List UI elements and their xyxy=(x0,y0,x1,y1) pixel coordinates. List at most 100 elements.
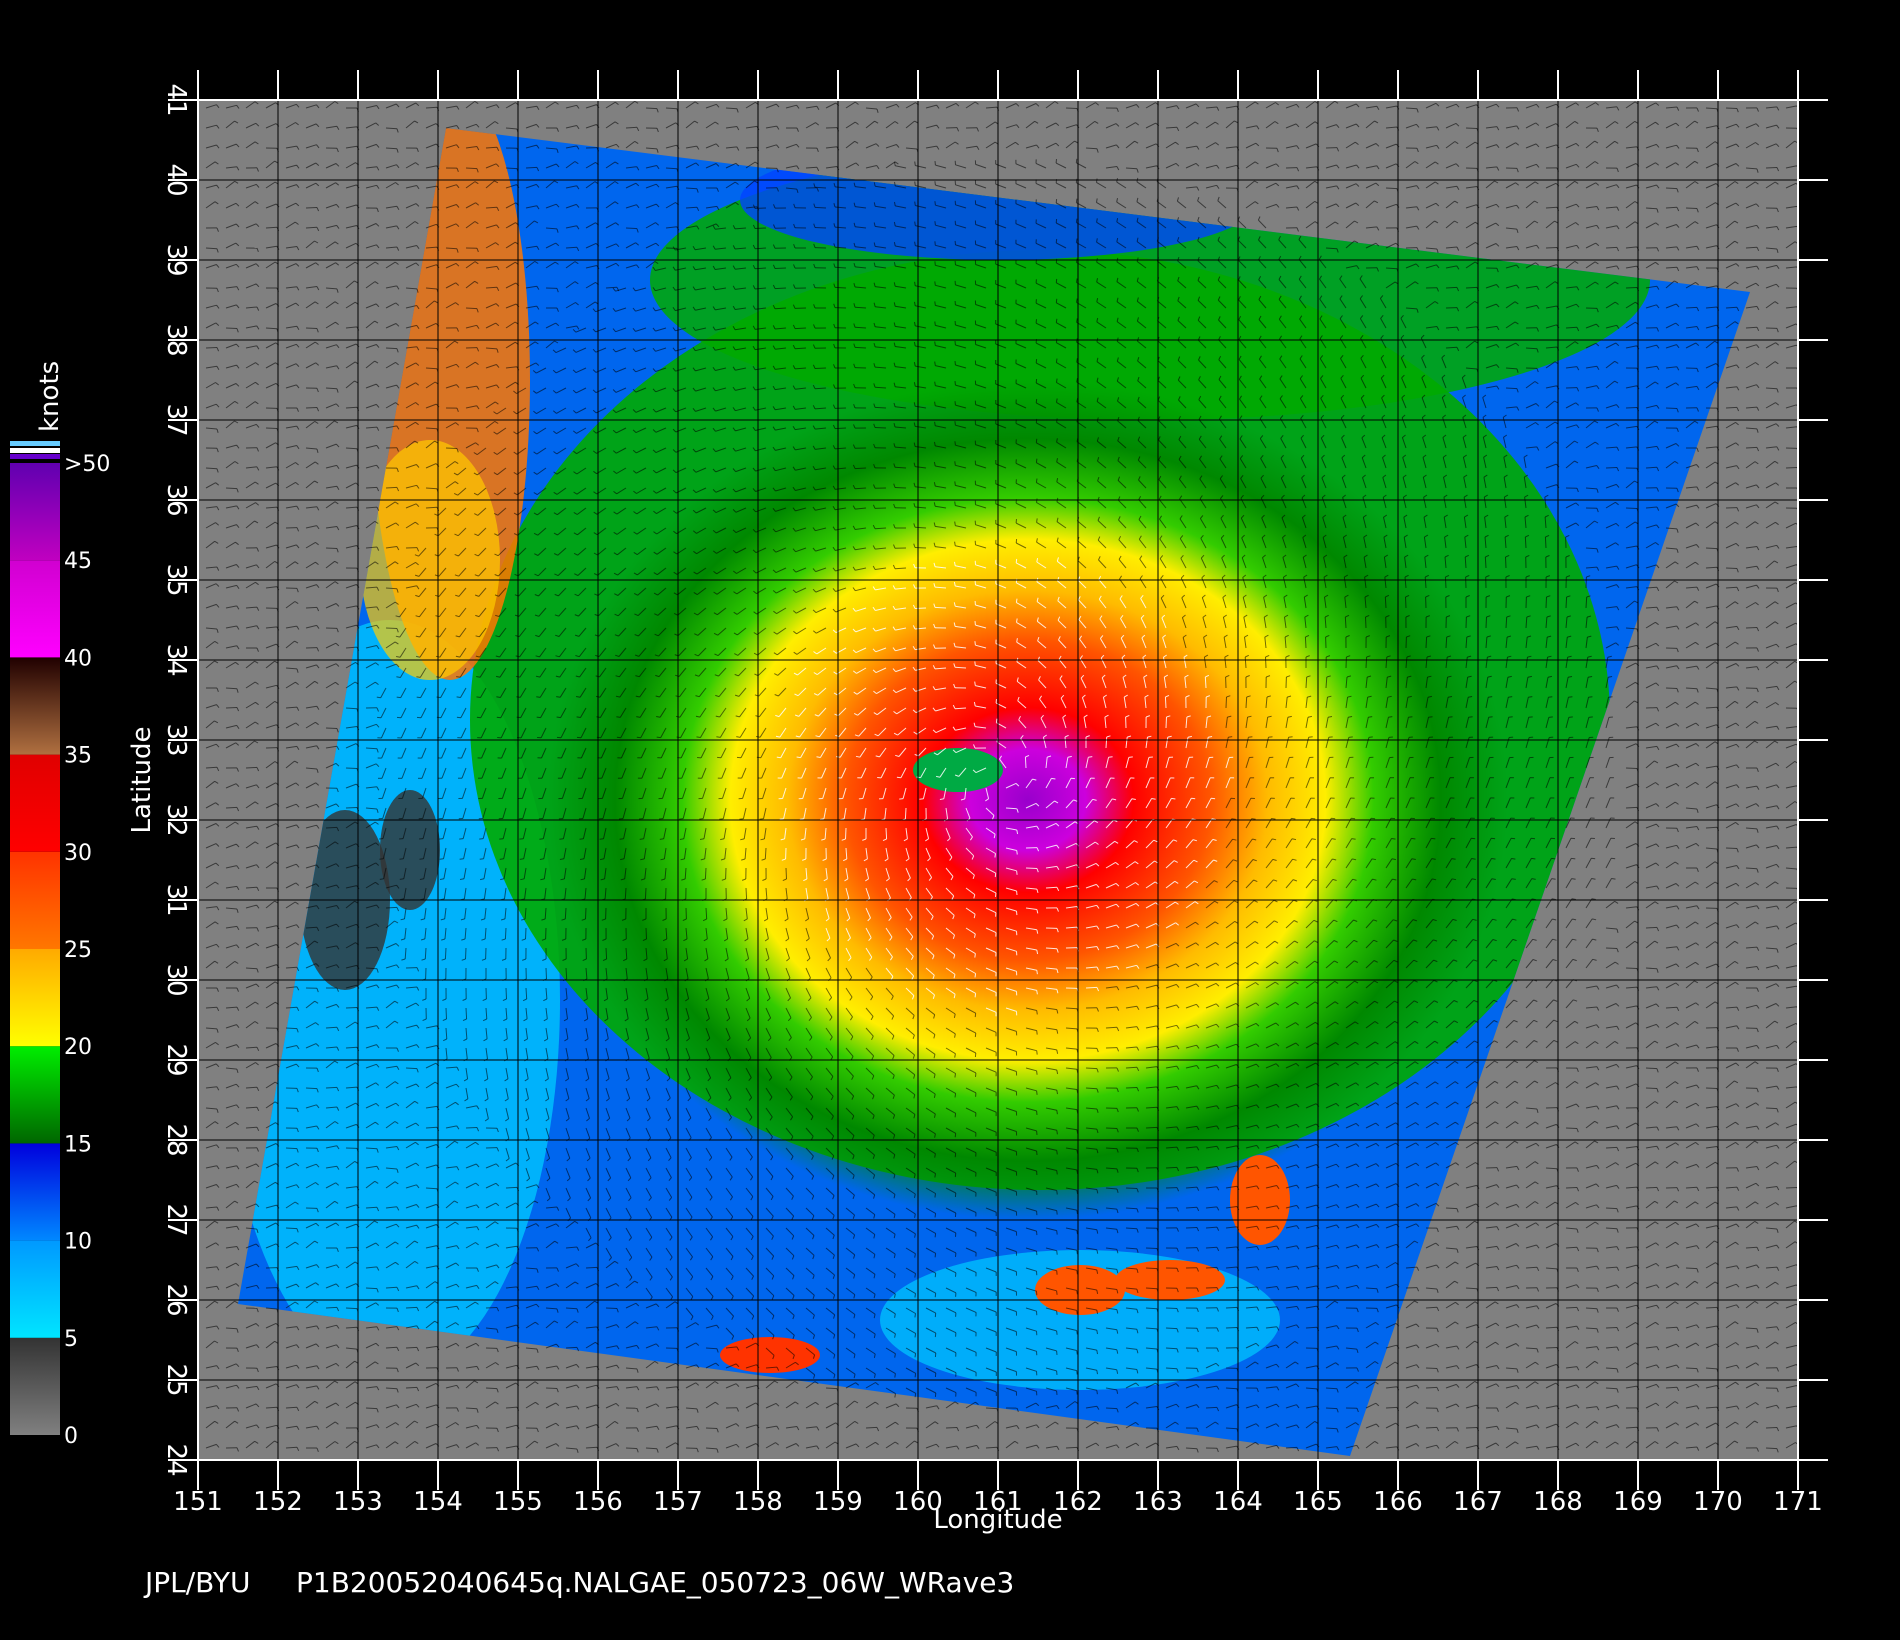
wind-barb-flag xyxy=(1384,554,1389,558)
wind-barb-flag xyxy=(215,482,220,486)
wind-barb-flag xyxy=(1339,315,1343,320)
wind-barb xyxy=(895,647,907,652)
wind-barb-flag xyxy=(416,485,420,489)
wind-barb-flag xyxy=(692,407,696,412)
wind-barb xyxy=(815,467,827,471)
wind-barb xyxy=(285,681,296,689)
wind-barb xyxy=(1525,122,1536,129)
wind-barb xyxy=(225,327,238,329)
wind-barb-flag xyxy=(1655,102,1660,106)
wind-barb-flag xyxy=(672,449,677,453)
wind-barb-flag xyxy=(592,369,597,373)
wind-barb-flag xyxy=(792,589,797,593)
wind-barb-flag xyxy=(1159,555,1164,559)
wind-barb-flag xyxy=(1676,366,1680,371)
wind-barb xyxy=(645,203,657,209)
wind-barb xyxy=(225,180,236,189)
wind-barb xyxy=(305,584,317,589)
wind-barb-flag xyxy=(1319,295,1323,300)
wind-barb xyxy=(419,667,427,678)
wind-barb xyxy=(437,507,447,516)
wind-barb xyxy=(205,264,217,269)
wind-barb-flag xyxy=(752,305,756,310)
wind-barb xyxy=(305,362,316,369)
wind-barb xyxy=(1425,144,1437,149)
wind-barb-flag xyxy=(235,263,240,268)
wind-barb xyxy=(1545,220,1555,229)
wind-barb-flag xyxy=(1241,534,1245,539)
wind-barb-flag xyxy=(553,512,558,516)
wind-barb-flag xyxy=(1496,284,1500,288)
wind-barb xyxy=(895,325,907,329)
wind-barb xyxy=(265,506,278,509)
wind-barb-flag xyxy=(256,184,260,188)
wind-barb-flag xyxy=(556,307,559,312)
wind-barb-flag xyxy=(494,180,499,184)
wind-barb-flag xyxy=(1756,326,1760,332)
wind-barb-flag xyxy=(534,573,539,577)
wind-barb xyxy=(756,627,767,635)
wind-barb xyxy=(855,186,867,189)
wind-barb xyxy=(525,362,537,369)
wind-barb-flag xyxy=(254,201,259,205)
wind-barb-flag xyxy=(216,687,219,692)
wind-barb xyxy=(1162,657,1167,669)
wind-barb xyxy=(385,486,398,489)
wind-barb xyxy=(875,326,887,329)
wind-barb xyxy=(385,147,398,150)
wind-barb-flag xyxy=(1217,216,1220,221)
wind-barb-flag xyxy=(1434,301,1439,305)
wind-barb xyxy=(1177,300,1187,309)
wind-barb-flag xyxy=(476,146,480,151)
wind-barb-flag xyxy=(892,564,896,569)
wind-barb xyxy=(1035,342,1047,349)
wind-barb xyxy=(565,104,577,109)
wind-barb-flag xyxy=(536,696,541,698)
wind-barb xyxy=(1585,206,1597,209)
wind-barb xyxy=(865,107,878,110)
wind-barb xyxy=(1200,538,1207,549)
wind-barb xyxy=(738,667,747,677)
wind-barb xyxy=(405,421,416,429)
wind-barb-flag xyxy=(234,400,239,404)
wind-barb xyxy=(498,607,507,617)
wind-barb xyxy=(425,106,438,109)
wind-barb xyxy=(1078,599,1087,609)
wind-barb-flag xyxy=(896,103,900,108)
wind-barb-flag xyxy=(456,696,461,698)
wind-barb-flag xyxy=(1296,145,1300,150)
wind-barb xyxy=(1245,101,1256,109)
wind-barb-flag xyxy=(912,625,916,630)
wind-barb-flag xyxy=(1300,454,1305,459)
wind-barb-flag xyxy=(416,696,421,699)
wind-barb-flag xyxy=(1656,366,1660,370)
wind-barb xyxy=(1525,163,1537,169)
wind-barb xyxy=(1525,143,1537,149)
wind-barb-flag xyxy=(1079,635,1083,640)
wind-barb xyxy=(1138,519,1147,529)
wind-barb-flag xyxy=(376,506,380,511)
wind-barb-flag xyxy=(1735,442,1740,446)
wind-barb-flag xyxy=(1495,203,1500,208)
wind-barb-flag xyxy=(236,304,240,309)
wind-barb xyxy=(1665,687,1678,689)
wind-barb-flag xyxy=(1536,348,1539,353)
wind-barb xyxy=(665,226,677,229)
wind-barb xyxy=(625,100,636,109)
wind-barb xyxy=(1096,301,1107,309)
wind-barb-flag xyxy=(575,302,579,306)
wind-barb xyxy=(685,162,697,169)
wind-barb-flag xyxy=(1587,635,1592,638)
wind-barb xyxy=(1605,206,1618,209)
wind-barb xyxy=(795,427,807,431)
wind-barb xyxy=(665,107,678,110)
wind-barb xyxy=(637,587,647,596)
wind-barb-flag xyxy=(1595,182,1600,186)
wind-barb xyxy=(715,507,727,514)
wind-barb-flag xyxy=(1615,642,1620,646)
wind-barb-flag xyxy=(1254,161,1259,165)
wind-barb-flag xyxy=(494,553,499,557)
wind-barb-flag xyxy=(236,688,239,693)
wind-barb xyxy=(1015,542,1027,549)
wind-barb-flag xyxy=(1359,275,1363,280)
